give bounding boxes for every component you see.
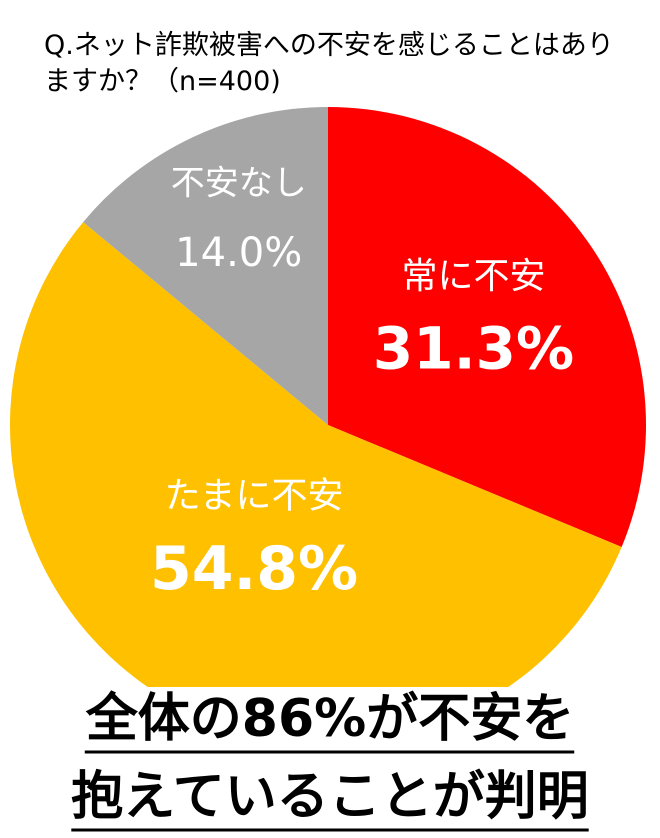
slice-value-label: 31.3% xyxy=(373,315,574,383)
annotation: 抱えていることが判明 xyxy=(71,767,588,827)
pie-slice xyxy=(9,222,622,743)
slice-category-label: 不安なし xyxy=(171,164,307,204)
pie-slice xyxy=(83,107,329,425)
slice-value-label: 14.0% xyxy=(175,230,302,276)
slice-value-label: 54.8% xyxy=(150,534,358,604)
annotation-background xyxy=(80,687,579,757)
slice-category-label: 常に不安 xyxy=(401,256,545,297)
slice-category-label: たまに不安 xyxy=(165,476,344,517)
chart-title: Q.ネット詐欺被害への不安を感じることはありますか？（n=400) xyxy=(44,30,614,97)
pie-slice xyxy=(328,107,646,548)
annotation: 全体の86%が不安を xyxy=(85,689,574,749)
annotation-background xyxy=(67,765,593,835)
